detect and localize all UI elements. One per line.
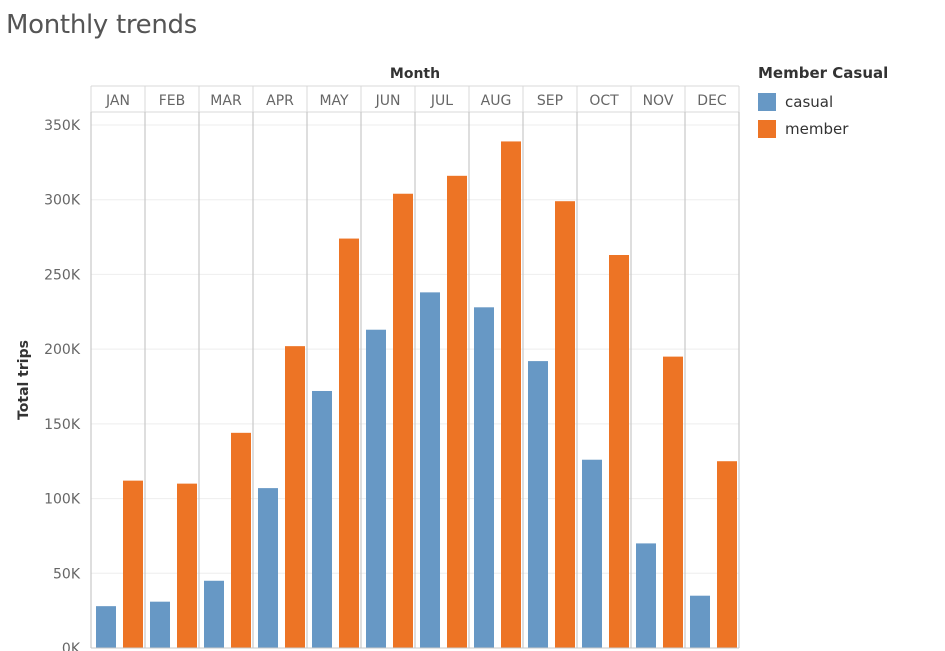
y-tick-label: 100K bbox=[44, 492, 81, 508]
legend-item-member[interactable]: member bbox=[758, 115, 888, 142]
x-tick-label: SEP bbox=[537, 93, 563, 109]
bar-member-jan[interactable] bbox=[123, 480, 143, 648]
x-tick-label: JUN bbox=[375, 93, 401, 109]
x-tick-label: JAN bbox=[105, 93, 130, 109]
x-tick-label: MAY bbox=[319, 93, 349, 109]
bar-casual-nov[interactable] bbox=[636, 543, 656, 648]
legend-swatch-member bbox=[758, 119, 776, 138]
x-tick-label: AUG bbox=[481, 93, 512, 109]
bar-member-feb[interactable] bbox=[177, 483, 197, 648]
y-axis-title: Total trips bbox=[16, 340, 32, 420]
bar-casual-may[interactable] bbox=[312, 390, 332, 648]
x-tick-label: MAR bbox=[210, 93, 242, 109]
x-tick-label: OCT bbox=[589, 93, 619, 109]
x-axis-title: Month bbox=[390, 66, 440, 82]
bar-casual-jan[interactable] bbox=[96, 606, 116, 648]
bar-casual-feb[interactable] bbox=[150, 601, 170, 648]
y-tick-label: 300K bbox=[44, 193, 81, 209]
y-tick-label: 350K bbox=[44, 118, 81, 134]
legend-label-member: member bbox=[785, 119, 849, 138]
bar-member-jul[interactable] bbox=[447, 175, 467, 648]
x-tick-label: JUL bbox=[430, 93, 453, 109]
x-tick-label: NOV bbox=[643, 93, 674, 109]
bar-casual-aug[interactable] bbox=[474, 307, 494, 648]
y-tick-label: 50K bbox=[53, 566, 81, 582]
bar-member-nov[interactable] bbox=[663, 356, 683, 648]
x-tick-label: APR bbox=[266, 93, 294, 109]
bar-casual-oct[interactable] bbox=[582, 459, 602, 648]
legend-label-casual: casual bbox=[785, 92, 834, 111]
legend-item-casual[interactable]: casual bbox=[758, 88, 888, 115]
bar-casual-dec[interactable] bbox=[690, 595, 710, 648]
bar-member-apr[interactable] bbox=[285, 346, 305, 648]
legend-swatch-casual bbox=[758, 92, 776, 111]
y-tick-label: 150K bbox=[44, 417, 81, 433]
legend: Member Casual casual member bbox=[758, 64, 888, 142]
bar-member-jun[interactable] bbox=[393, 193, 413, 649]
bar-member-dec[interactable] bbox=[717, 461, 737, 648]
bar-member-aug[interactable] bbox=[501, 141, 521, 649]
legend-title: Member Casual bbox=[758, 64, 889, 82]
bar-member-sep[interactable] bbox=[555, 201, 575, 649]
bar-casual-jun[interactable] bbox=[366, 329, 386, 648]
chart-title: Monthly trends bbox=[6, 10, 198, 40]
x-tick-label: DEC bbox=[697, 93, 727, 109]
x-tick-label: FEB bbox=[159, 93, 186, 109]
bar-member-oct[interactable] bbox=[609, 255, 629, 648]
bar-casual-sep[interactable] bbox=[528, 361, 548, 648]
bar-member-may[interactable] bbox=[339, 238, 359, 648]
y-tick-label: 0K bbox=[62, 641, 81, 651]
y-tick-label: 200K bbox=[44, 342, 81, 358]
y-tick-label: 250K bbox=[44, 267, 81, 283]
bar-member-mar[interactable] bbox=[231, 432, 251, 648]
bar-casual-mar[interactable] bbox=[204, 580, 224, 648]
bar-casual-jul[interactable] bbox=[420, 292, 440, 648]
bar-casual-apr[interactable] bbox=[258, 488, 278, 648]
